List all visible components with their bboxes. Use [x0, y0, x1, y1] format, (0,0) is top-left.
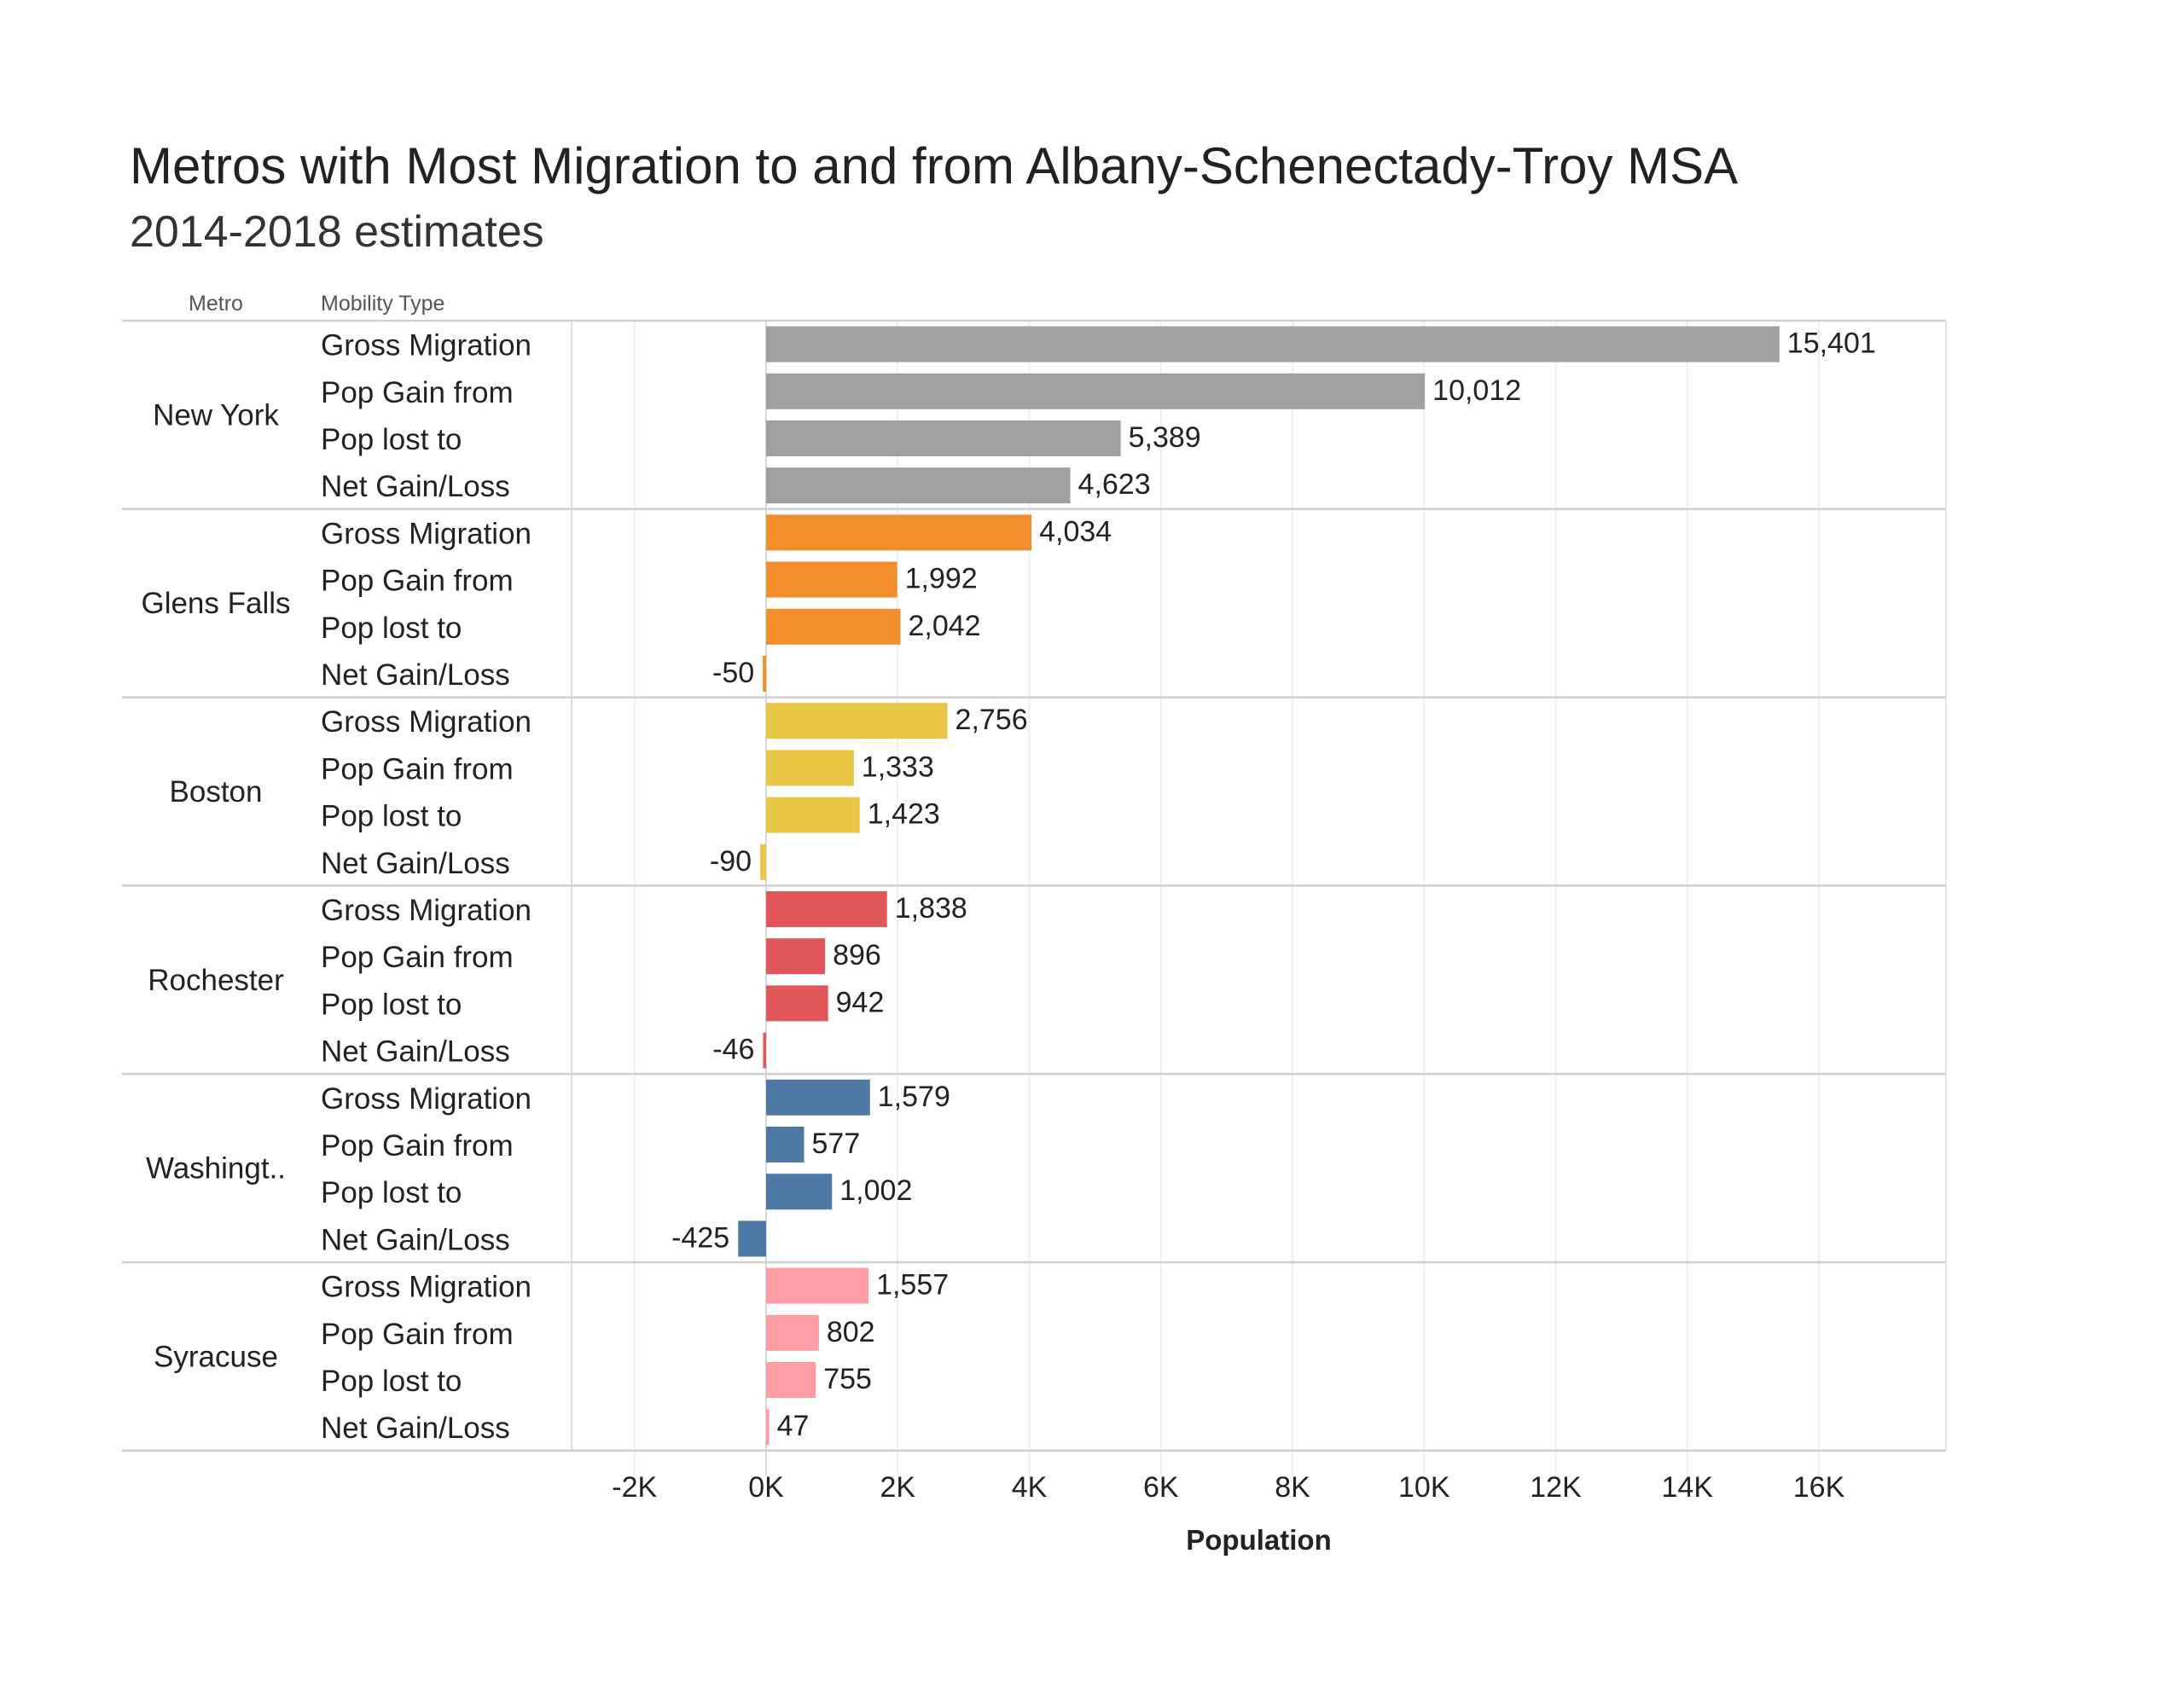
metro-label: Washingt.. — [146, 1152, 286, 1186]
mobility-type-label: Gross Migration — [321, 705, 531, 739]
mobility-type-label: Net Gain/Loss — [321, 470, 510, 503]
x-tick-label: 4K — [1012, 1471, 1048, 1504]
mobility-type-label: Pop lost to — [321, 612, 462, 645]
bar — [766, 373, 1426, 409]
mobility-type-label: Gross Migration — [321, 1271, 531, 1304]
x-tick-label: -2K — [612, 1471, 657, 1504]
mobility-type-label: Net Gain/Loss — [321, 658, 510, 692]
metro-label: Glens Falls — [141, 587, 290, 620]
mobility-type-label: Net Gain/Loss — [321, 1412, 510, 1445]
data-label: 942 — [836, 986, 885, 1018]
data-label: -50 — [712, 657, 754, 689]
data-label: 1,333 — [862, 751, 934, 783]
bar — [766, 1314, 819, 1351]
data-label: -90 — [710, 845, 752, 878]
data-label: -425 — [671, 1221, 729, 1254]
x-tick-label: 14K — [1662, 1471, 1714, 1504]
bar — [766, 703, 948, 739]
bar — [766, 1174, 833, 1210]
chart-subtitle: 2014-2018 estimates — [130, 207, 544, 257]
bar — [766, 326, 1780, 362]
bar — [760, 844, 766, 880]
metro-label: Rochester — [148, 964, 284, 997]
bar — [766, 467, 1071, 504]
bar — [766, 1267, 869, 1304]
bar — [766, 1079, 870, 1116]
row-header-mobility-type: Mobility Type — [321, 292, 444, 316]
data-label: 2,756 — [956, 704, 1028, 736]
bar — [763, 1032, 766, 1069]
row-header-metro: Metro — [189, 292, 243, 316]
data-label: 15,401 — [1787, 328, 1876, 360]
bar — [763, 656, 766, 692]
metro-label: New York — [153, 398, 279, 432]
bar — [738, 1220, 766, 1257]
x-axis-title: Population — [1186, 1524, 1331, 1556]
mobility-type-label: Pop lost to — [321, 988, 462, 1021]
data-label: 4,623 — [1078, 468, 1151, 501]
data-label: 4,034 — [1039, 515, 1112, 548]
data-label: 1,579 — [878, 1081, 950, 1113]
data-label: 47 — [777, 1410, 810, 1442]
data-label: 1,557 — [876, 1269, 949, 1301]
bar — [766, 1409, 770, 1446]
x-tick-label: 6K — [1143, 1471, 1179, 1504]
mobility-type-label: Net Gain/Loss — [321, 1223, 510, 1256]
data-label: 1,423 — [868, 798, 940, 831]
mobility-type-label: Pop lost to — [321, 800, 462, 833]
data-label: 802 — [827, 1316, 875, 1348]
x-tick-label: 0K — [748, 1471, 784, 1504]
mobility-type-label: Pop lost to — [321, 1176, 462, 1209]
x-tick-label: 2K — [880, 1471, 915, 1504]
bar — [766, 1127, 804, 1162]
mobility-type-label: Pop Gain from — [321, 941, 514, 974]
bar — [766, 420, 1121, 456]
mobility-type-label: Pop Gain from — [321, 1129, 514, 1162]
data-label: 10,012 — [1432, 374, 1521, 407]
bar — [766, 750, 854, 786]
mobility-type-label: Pop Gain from — [321, 376, 514, 409]
data-label: 2,042 — [908, 610, 980, 642]
mobility-type-label: Gross Migration — [321, 894, 531, 927]
data-label: 1,002 — [839, 1174, 912, 1207]
x-tick-label: 8K — [1275, 1471, 1310, 1504]
mobility-type-label: Pop lost to — [321, 423, 462, 456]
data-label: 577 — [812, 1128, 861, 1160]
bar — [766, 891, 887, 927]
bar — [766, 514, 1032, 551]
data-label: 755 — [823, 1363, 872, 1395]
data-label: 896 — [833, 939, 881, 971]
bar — [766, 938, 826, 975]
mobility-type-label: Pop lost to — [321, 1365, 462, 1398]
mobility-type-label: Net Gain/Loss — [321, 1035, 510, 1069]
mobility-type-label: Net Gain/Loss — [321, 847, 510, 880]
data-label: -46 — [712, 1034, 754, 1066]
x-tick-label: 10K — [1398, 1471, 1450, 1504]
metro-label: Syracuse — [154, 1340, 278, 1373]
data-label: 5,389 — [1129, 421, 1201, 454]
mobility-type-label: Gross Migration — [321, 517, 531, 550]
mobility-type-label: Gross Migration — [321, 329, 531, 362]
bar — [766, 561, 897, 598]
x-tick-label: 12K — [1530, 1471, 1582, 1504]
mobility-type-label: Pop Gain from — [321, 1318, 514, 1351]
mobility-type-label: Gross Migration — [321, 1082, 531, 1116]
x-tick-label: 16K — [1793, 1471, 1845, 1504]
chart-title: Metros with Most Migration to and from A… — [130, 137, 1739, 194]
mobility-type-label: Pop Gain from — [321, 752, 514, 786]
mobility-type-label: Pop Gain from — [321, 565, 514, 598]
data-label: 1,838 — [895, 892, 967, 925]
bar — [766, 608, 901, 645]
data-label: 1,992 — [905, 563, 978, 595]
bar — [766, 1362, 816, 1398]
metro-label: Boston — [170, 775, 263, 809]
bar — [766, 985, 828, 1022]
bar — [766, 797, 860, 833]
